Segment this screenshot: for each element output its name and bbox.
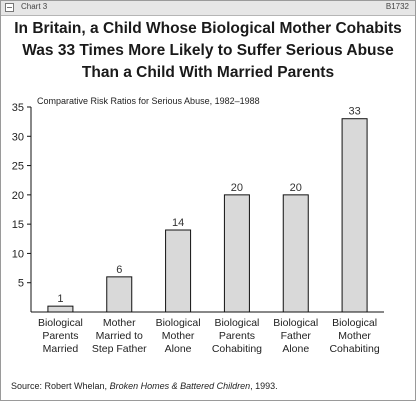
category-label: Biological	[273, 317, 318, 329]
bar-value-label: 6	[116, 264, 122, 276]
y-tick-label: 15	[12, 219, 24, 231]
chart-title: In Britain, a Child Whose Biological Mot…	[9, 18, 407, 84]
y-tick-label: 5	[18, 278, 24, 290]
bar-value-label: 1	[57, 293, 63, 305]
source-note: Source: Robert Whelan, Broken Homes & Ba…	[11, 381, 278, 391]
chart-subtitle: Comparative Risk Ratios for Serious Abus…	[37, 96, 260, 106]
chart-title-line-2: Was 33 Times More Likely to Suffer Serio…	[22, 42, 394, 59]
source-prefix: Source:	[11, 381, 43, 391]
bar	[341, 118, 368, 313]
bar	[165, 229, 192, 313]
category-label: Married	[43, 343, 79, 355]
source-work: Broken Homes & Battered Children	[109, 381, 251, 391]
category-label: Mother	[162, 330, 195, 342]
y-tick-label: 20	[12, 190, 24, 202]
window-close-icon[interactable]	[5, 3, 14, 12]
category-label: Mother	[103, 317, 136, 329]
category-label: Cohabiting	[212, 343, 262, 355]
window-title-bar: Chart 3 B1732	[1, 1, 415, 16]
chart-title-line-3: Than a Child With Married Parents	[81, 64, 335, 81]
bar	[223, 194, 250, 313]
window-code: B1732	[385, 2, 409, 11]
category-label: Alone	[165, 343, 192, 355]
y-tick-label: 30	[12, 131, 24, 143]
window-title: Chart 3	[21, 2, 48, 11]
category-label: Mother	[338, 330, 371, 342]
chart-title-line-1: In Britain, a Child Whose Biological Mot…	[14, 20, 402, 37]
y-tick-label: 25	[12, 161, 24, 173]
category-label: Parents	[219, 330, 255, 342]
category-label: Biological	[332, 317, 377, 329]
source-suffix: , 1993.	[250, 381, 278, 391]
bar-value-label: 20	[290, 182, 302, 194]
source-author: Robert Whelan,	[42, 381, 110, 391]
category-label: Biological	[214, 317, 259, 329]
category-label: Married to	[96, 330, 143, 342]
bar-value-label: 14	[172, 217, 184, 229]
bar-value-label: 33	[348, 106, 360, 118]
bar	[106, 276, 133, 313]
bar-value-label: 20	[231, 182, 243, 194]
y-tick-label: 10	[12, 248, 24, 260]
bar	[47, 305, 74, 313]
category-label: Step Father	[92, 343, 147, 355]
category-label: Father	[281, 330, 312, 342]
category-label: Alone	[282, 343, 309, 355]
category-label: Biological	[38, 317, 83, 329]
category-label: Cohabiting	[329, 343, 379, 355]
y-tick-label: 35	[12, 102, 24, 114]
category-label: Parents	[42, 330, 78, 342]
category-label: Biological	[156, 317, 201, 329]
bar	[282, 194, 309, 313]
